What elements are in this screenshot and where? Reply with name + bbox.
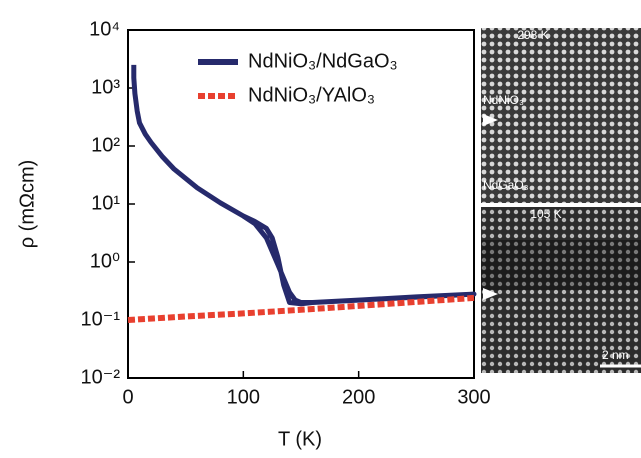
temperature-label: 298 K xyxy=(517,28,548,42)
x-tick-label: 0 xyxy=(122,386,133,408)
y-tick-label: 10⁰ xyxy=(90,250,120,272)
scale-label: 2 nm xyxy=(602,348,629,362)
y-tick-label: 10⁻¹ xyxy=(81,308,121,330)
x-axis-label: T (K) xyxy=(278,428,322,450)
x-tick-label: 100 xyxy=(227,386,260,408)
data-line xyxy=(127,294,475,323)
y-tick-label: 10³ xyxy=(91,76,120,98)
data-line xyxy=(131,64,477,307)
y-tick-label: 10¹ xyxy=(91,192,120,214)
film-label: NdNiO₃ xyxy=(483,93,524,107)
substrate-label: NdGaO₃ xyxy=(483,178,529,192)
temperature-label: 105 K xyxy=(530,207,561,221)
x-tick-label: 200 xyxy=(342,386,375,408)
y-tick-label: 10⁴ xyxy=(89,18,120,40)
stem-image-top xyxy=(481,28,641,203)
interface-arrow xyxy=(483,114,498,126)
y-tick-label: 10⁻² xyxy=(81,366,121,388)
legend-label: NdNiO₃/NdGaO₃ xyxy=(248,50,398,72)
stem-image-bottom xyxy=(481,207,641,373)
legend-label: NdNiO₃/YAlO₃ xyxy=(248,84,375,106)
y-tick-label: 10² xyxy=(91,134,120,156)
x-tick-label: 300 xyxy=(457,386,490,408)
y-axis-label: ρ (mΩcm) xyxy=(16,160,38,249)
plot-frame xyxy=(127,29,475,379)
interface-arrow xyxy=(483,288,498,300)
image-band xyxy=(481,240,641,290)
